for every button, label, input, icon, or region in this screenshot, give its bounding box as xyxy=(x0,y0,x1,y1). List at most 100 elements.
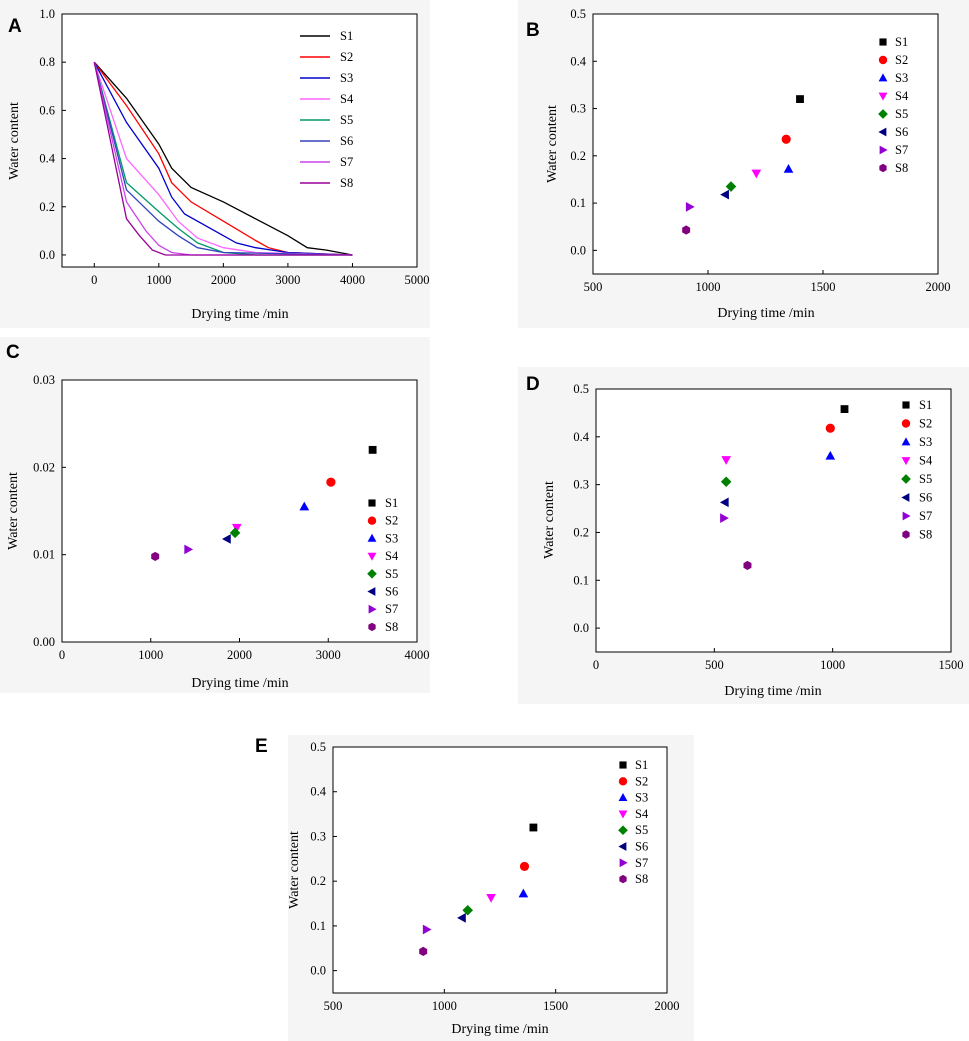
panel-b-y-axis: 0.0 0.1 0.2 0.3 0.4 0.5 xyxy=(570,7,597,257)
legend-label-s1: S1 xyxy=(635,758,648,772)
panel-e-point-s2 xyxy=(519,861,530,872)
legend-label-s2: S2 xyxy=(635,774,648,788)
panel-a-x-tick-label: 5000 xyxy=(405,273,430,287)
legend-label-s5: S5 xyxy=(895,107,908,121)
legend-label-s7: S7 xyxy=(635,856,648,870)
panel-d-point-s4 xyxy=(721,456,731,465)
panel-b-point-s7 xyxy=(685,202,695,212)
legend-label-s2: S2 xyxy=(340,50,353,64)
panel-a-line-s4 xyxy=(93,61,353,256)
panel-a-line-s8 xyxy=(93,62,353,256)
legend-marker-s7 xyxy=(619,858,628,868)
legend-label-s2: S2 xyxy=(385,514,398,528)
panel-d-y-axis: 0.0 0.1 0.2 0.3 0.4 0.5 xyxy=(573,382,600,635)
legend-marker-s2 xyxy=(878,55,888,65)
panel-d-point-s7 xyxy=(720,513,729,523)
panel-e-x-tick-label: 500 xyxy=(324,999,343,1013)
legend-label-s6: S6 xyxy=(919,491,932,505)
panel-c-plot-area xyxy=(61,379,418,643)
panel-b-point-s6 xyxy=(720,189,729,200)
panel-a-plot-area xyxy=(61,13,418,268)
panel-d: D 0 500 1000 1500 0.0 0.1 0.2 0.3 0.4 0.5 Drying… xyxy=(518,367,969,704)
panel-e-point-s8 xyxy=(419,946,428,957)
panel-d-x-tick-label: 1500 xyxy=(939,658,964,672)
panel-a-series xyxy=(93,61,353,256)
panel-e-point-s1 xyxy=(529,823,538,832)
panel-b-x-axis: 500 1000 1500 2000 xyxy=(584,270,951,294)
legend-label-s3: S3 xyxy=(385,531,398,545)
legend-label-s6: S6 xyxy=(340,134,353,148)
panel-e-y-tick-label: 0.2 xyxy=(310,874,326,888)
panel-e-y-axis: 0.0 0.1 0.2 0.3 0.4 0.5 xyxy=(310,740,337,978)
legend-label-s1: S1 xyxy=(919,398,932,412)
panel-e-point-s5 xyxy=(462,904,474,916)
legend-label-s4: S4 xyxy=(919,454,933,468)
panel-c-series xyxy=(151,445,377,562)
panel-a: A 0 1000 2000 3000 4000 5000 0.0 0.2 0.4 0.6 0.8 1… xyxy=(0,0,430,328)
legend-marker-s3 xyxy=(618,792,628,801)
panel-a-letter: A xyxy=(8,16,22,37)
panel-d-point-s8 xyxy=(743,560,752,571)
legend-label-s5: S5 xyxy=(340,113,353,127)
panel-c-point-s5 xyxy=(229,527,241,539)
panel-e-y-tick-label: 0.3 xyxy=(310,829,326,843)
panel-b-point-s4 xyxy=(751,169,762,179)
panel-e-point-s3 xyxy=(518,888,529,898)
panel-d-y-tick-label: 0.4 xyxy=(573,430,589,444)
legend-marker-s6 xyxy=(901,493,910,502)
panel-a-y-tick-label: 1.0 xyxy=(39,7,55,21)
panel-c-point-s4 xyxy=(232,523,242,533)
legend-label-s3: S3 xyxy=(895,71,908,85)
panel-c-legend: S1 S2 S3 S4 S5 S6 S7 S8 xyxy=(367,496,399,634)
panel-e-y-tick-label: 0.1 xyxy=(310,919,326,933)
legend-marker-s1 xyxy=(902,401,910,409)
panel-a-x-axis: 0 1000 2000 3000 4000 5000 xyxy=(91,263,430,287)
legend-marker-s8 xyxy=(879,163,887,173)
panel-b-point-s1 xyxy=(796,95,804,104)
panel-a-y-tick-label: 0.8 xyxy=(39,55,55,69)
panel-a-line-s6 xyxy=(93,62,353,256)
panel-c-y-axis-title: Water content xyxy=(6,472,21,550)
panel-c-point-s1 xyxy=(368,445,377,454)
panel-a-y-tick-label: 0.6 xyxy=(39,103,55,117)
panel-b-x-tick-label: 1500 xyxy=(811,280,836,294)
legend-marker-s2 xyxy=(618,777,628,786)
panel-e-point-s7 xyxy=(422,924,432,935)
panel-b: B 500 1000 1500 2000 0.0 0.1 0.2 0.3 0.4 0.5 Dry… xyxy=(518,0,969,328)
legend-marker-s2 xyxy=(901,419,911,428)
panel-b-point-s8 xyxy=(682,225,691,235)
panel-e-legend: S1 S2 S3 S4 S5 S6 S7 S8 xyxy=(618,758,649,886)
panel-e-x-axis-title: Drying time /min xyxy=(451,1022,548,1037)
legend-label-s6: S6 xyxy=(895,125,908,139)
legend-marker-s4 xyxy=(618,810,628,819)
panel-b-point-s5 xyxy=(725,181,737,192)
legend-label-s7: S7 xyxy=(919,509,932,523)
panel-d-x-tick-label: 0 xyxy=(593,658,599,672)
panel-a-y-axis: 0.0 0.2 0.4 0.6 0.8 1.0 xyxy=(39,7,66,262)
legend-label-s2: S2 xyxy=(895,53,908,67)
legend-label-s1: S1 xyxy=(340,29,353,43)
panel-d-y-tick-label: 0.1 xyxy=(573,573,589,587)
panel-d-y-tick-label: 0.0 xyxy=(573,621,589,635)
panel-d-point-s1 xyxy=(840,405,849,413)
panel-d-point-s2 xyxy=(825,423,835,433)
panel-c-point-s3 xyxy=(299,501,310,511)
legend-label-s5: S5 xyxy=(385,567,398,581)
panel-d-series xyxy=(719,405,849,571)
panel-d-y-axis-title: Water content xyxy=(542,481,557,559)
panel-e-y-tick-label: 0.5 xyxy=(310,740,326,754)
legend-marker-s6 xyxy=(878,127,887,137)
panel-a-x-axis-title: Drying time /min xyxy=(191,307,288,322)
panel-b-y-tick-label: 0.2 xyxy=(570,149,586,163)
panel-c: C 0 1000 2000 3000 4000 0.00 0.01 0.02 0.03 Dry… xyxy=(0,337,430,693)
panel-c-point-s6 xyxy=(222,534,231,544)
panel-e-x-tick-label: 1000 xyxy=(432,999,457,1013)
panel-a-line-s1 xyxy=(93,61,353,256)
panel-d-x-tick-label: 1000 xyxy=(820,658,845,672)
panel-d-y-tick-label: 0.2 xyxy=(573,525,589,539)
panel-b-point-s3 xyxy=(783,163,794,173)
legend-label-s8: S8 xyxy=(895,161,908,175)
panel-a-line-s3 xyxy=(93,61,353,256)
panel-c-point-s2 xyxy=(326,477,336,487)
